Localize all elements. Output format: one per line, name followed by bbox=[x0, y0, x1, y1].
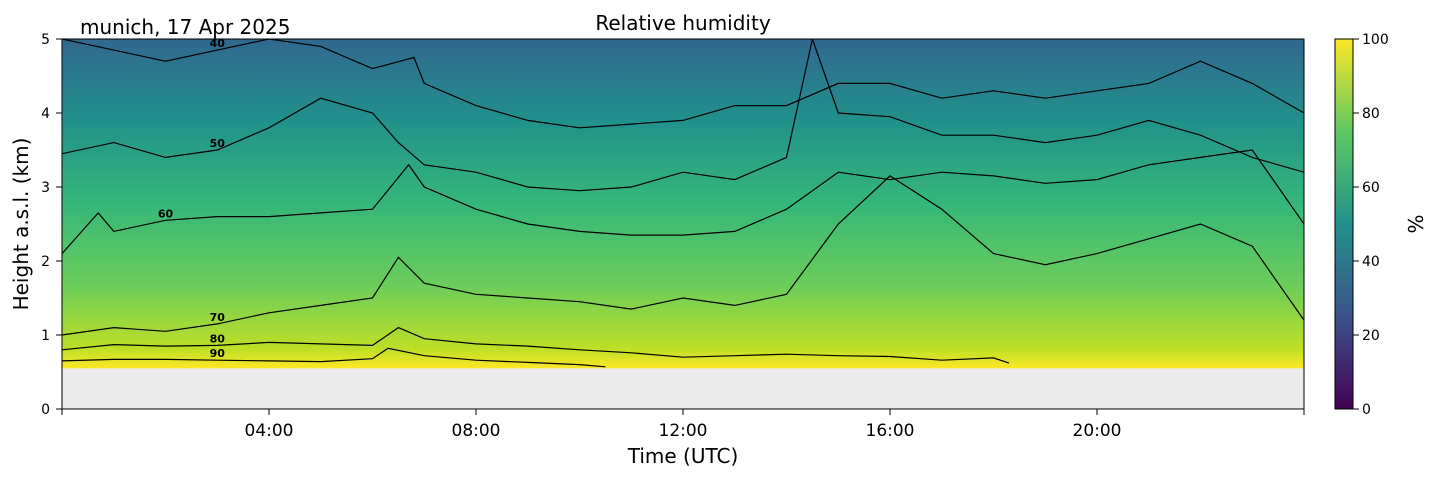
colorbar-label: % bbox=[1403, 214, 1427, 233]
contour-line-50 bbox=[62, 39, 1304, 192]
contour-label-80: 80 bbox=[210, 332, 226, 345]
y-tick-label: 3 bbox=[41, 180, 50, 196]
x-tick-label: 12:00 bbox=[659, 421, 708, 441]
contour-line-80 bbox=[62, 326, 1010, 364]
y-tick-label: 2 bbox=[41, 254, 50, 270]
humidity-field bbox=[62, 39, 1304, 369]
contour-line-90 bbox=[62, 347, 606, 368]
y-tick-label: 5 bbox=[41, 32, 50, 48]
colorbar-tick-label: 40 bbox=[1362, 254, 1380, 270]
x-tick-label: 04:00 bbox=[245, 421, 294, 441]
colorbar-ticks: 0 20 40 60 80 100 bbox=[1353, 32, 1389, 418]
humidity-field-fill bbox=[62, 39, 1304, 369]
x-axis: 04:00 08:00 12:00 16:00 20:00 bbox=[61, 409, 1305, 441]
colorbar-tick-label: 100 bbox=[1362, 32, 1389, 48]
y-tick-label: 4 bbox=[41, 106, 50, 122]
contour-line-60 bbox=[62, 149, 1304, 254]
plot-area: 90 80 70 60 50 40 bbox=[61, 37, 1305, 410]
contour-line-40 bbox=[62, 39, 1304, 129]
chart-title: Relative humidity bbox=[595, 11, 770, 35]
contour-label-40: 40 bbox=[210, 37, 226, 50]
y-axis: 0 1 2 3 4 5 bbox=[41, 32, 62, 418]
figure-location-date: munich, 17 Apr 2025 bbox=[80, 15, 290, 39]
colorbar: 0 20 40 60 80 100 % bbox=[1334, 32, 1427, 418]
contour-line-70 bbox=[62, 175, 1304, 336]
colorbar-bar bbox=[1334, 38, 1354, 410]
contour-label-90: 90 bbox=[210, 347, 226, 360]
contour-label-60: 60 bbox=[158, 207, 174, 220]
contour-label-50: 50 bbox=[210, 137, 226, 150]
colorbar-tick-label: 20 bbox=[1362, 328, 1380, 344]
y-tick-label: 0 bbox=[41, 402, 50, 418]
colorbar-tick-label: 80 bbox=[1362, 106, 1380, 122]
x-tick-label: 16:00 bbox=[866, 421, 915, 441]
contour-label-70: 70 bbox=[210, 311, 226, 324]
y-tick-label: 1 bbox=[41, 328, 50, 344]
x-axis-label: Time (UTC) bbox=[627, 444, 739, 468]
y-axis-label: Height a.s.l. (km) bbox=[9, 138, 33, 311]
colorbar-tick-label: 0 bbox=[1362, 402, 1371, 418]
x-tick-label: 08:00 bbox=[452, 421, 501, 441]
contour-lines: 90 80 70 60 50 40 bbox=[62, 37, 1304, 368]
colorbar-tick-label: 60 bbox=[1362, 180, 1380, 196]
x-tick-label: 20:00 bbox=[1073, 421, 1122, 441]
